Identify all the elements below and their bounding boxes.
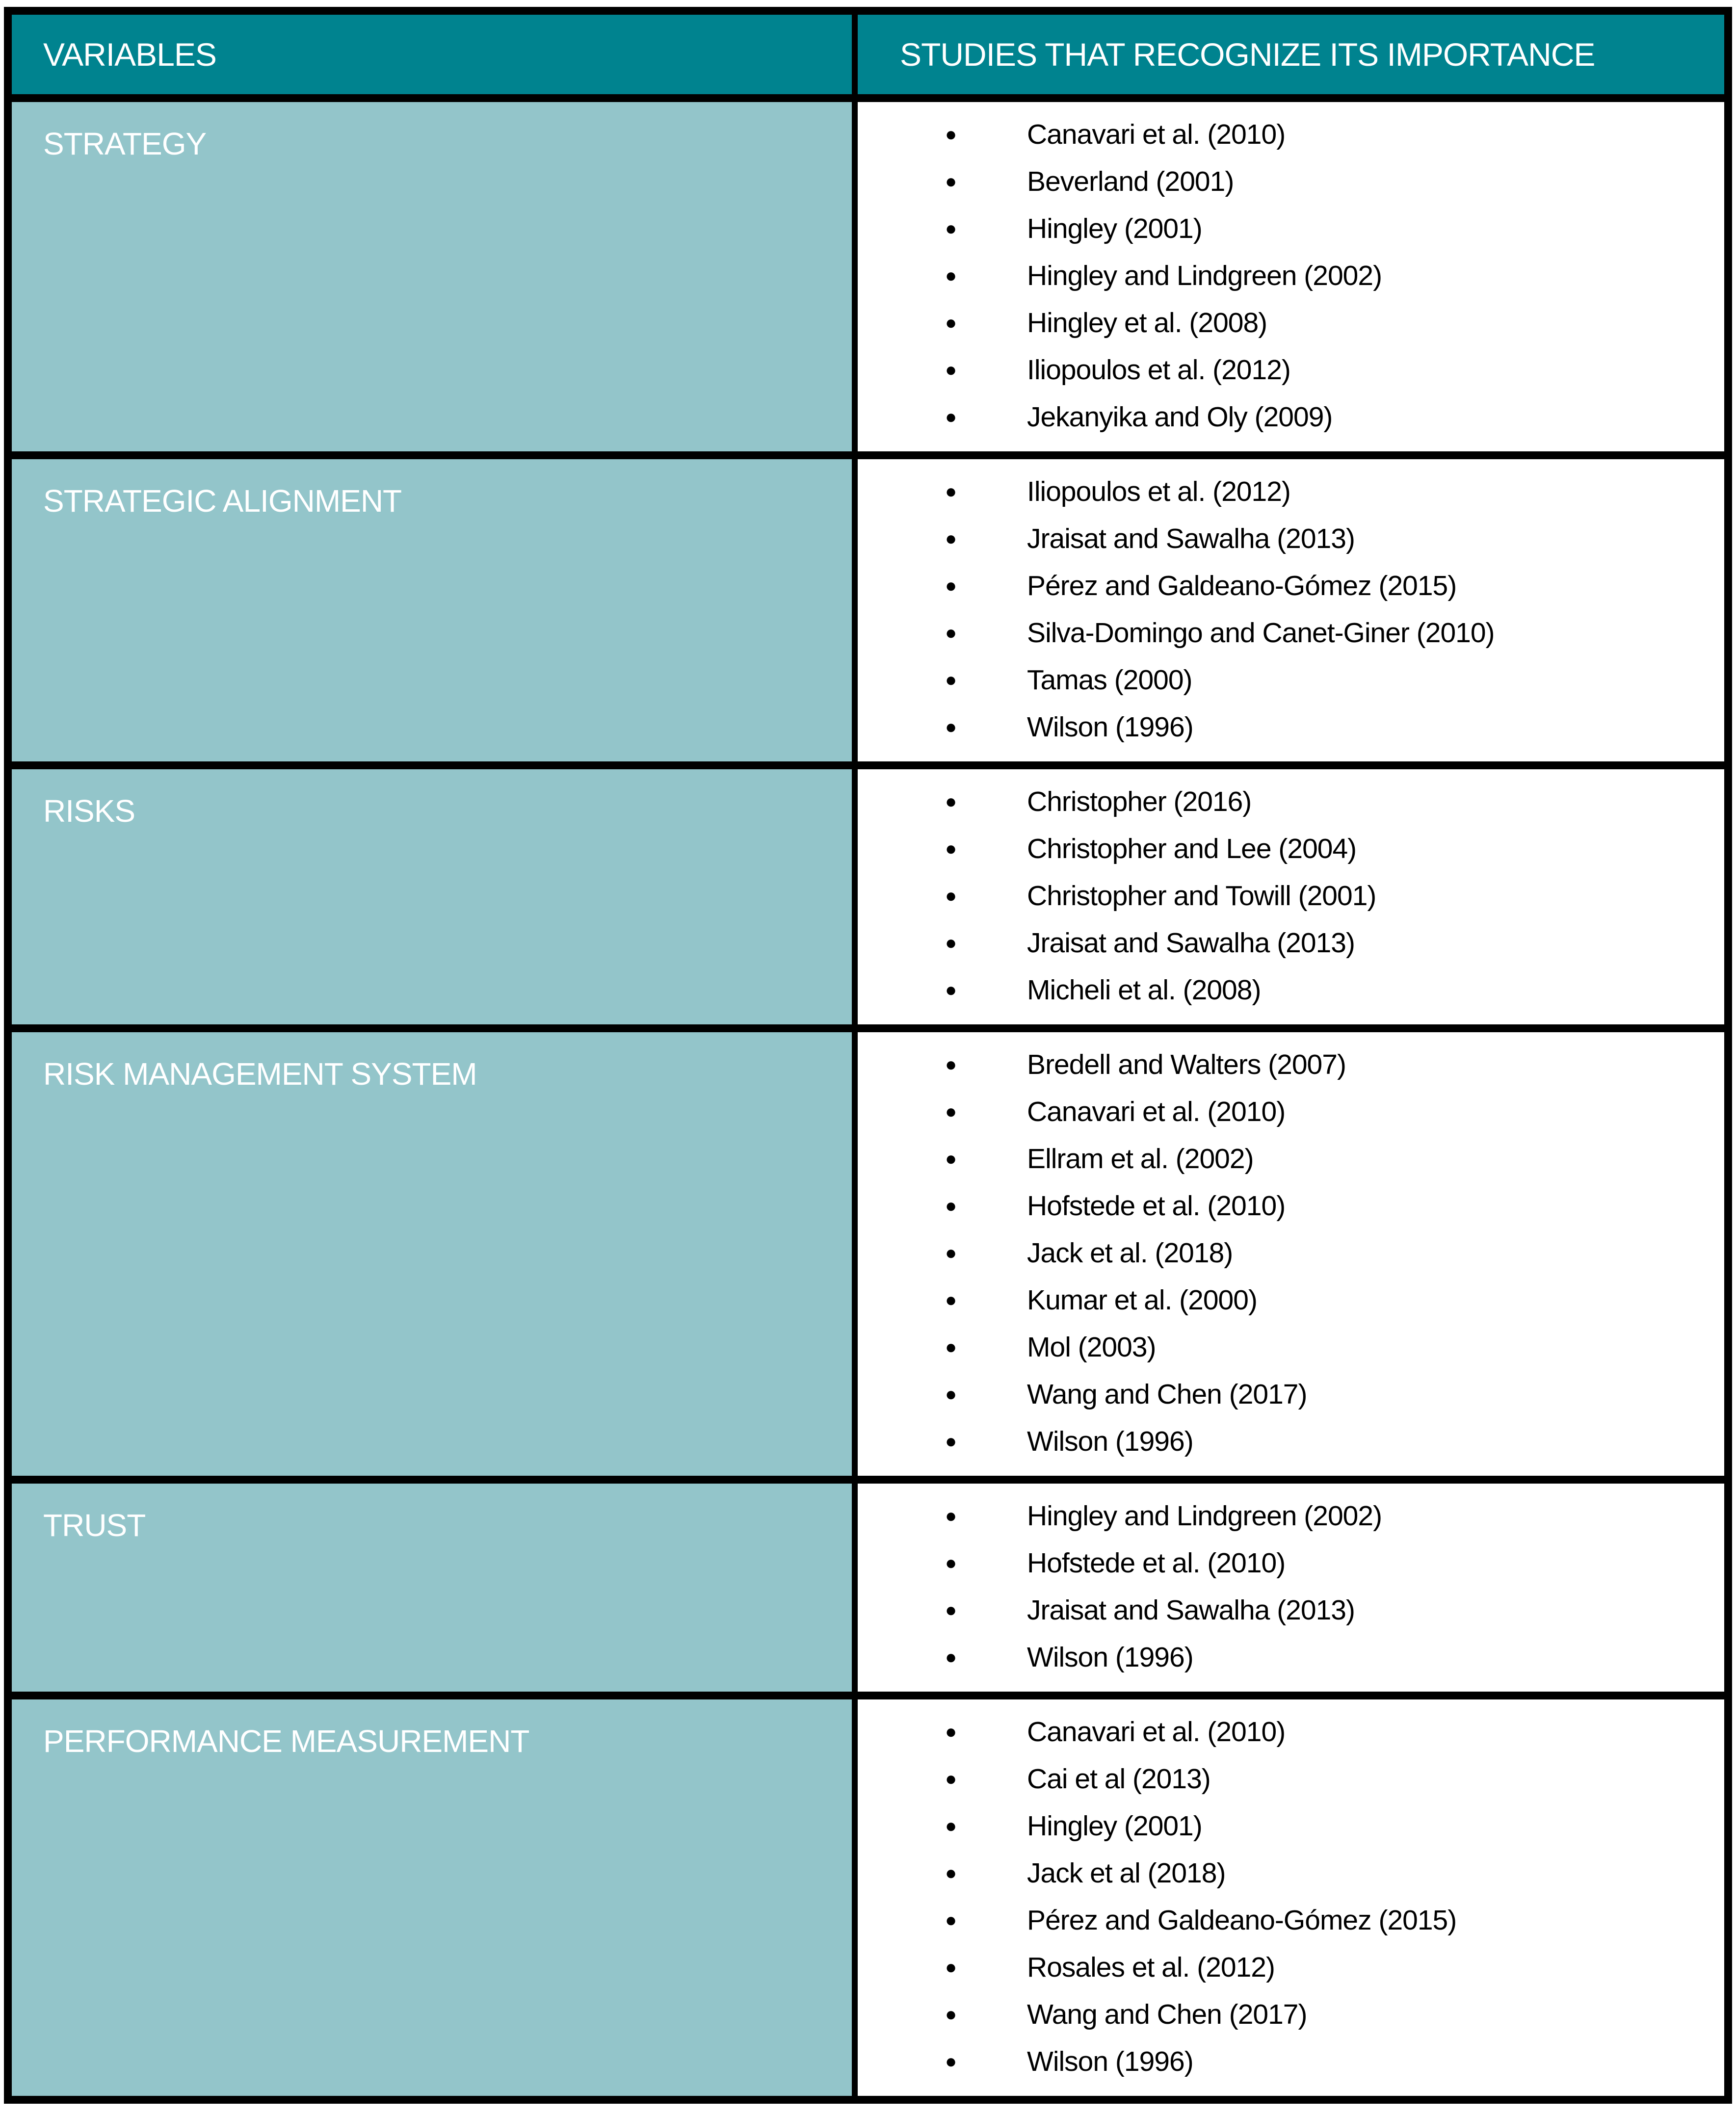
study-item: Hingley (2001) [858,205,1714,252]
literature-table: VARIABLES STUDIES THAT RECOGNIZE ITS IMP… [4,7,1732,2104]
study-item: Bredell and Walters (2007) [858,1041,1714,1088]
study-item: Beverland (2001) [858,158,1714,205]
study-item: Christopher and Lee (2004) [858,825,1714,872]
study-item: Ellram et al. (2002) [858,1135,1714,1182]
table-row-trust: TRUST Hingley and Lindgreen (2002) Hofst… [12,1476,1724,1692]
study-item: Hingley and Lindgreen (2002) [858,252,1714,299]
variable-cell: RISK MANAGEMENT SYSTEM [12,1032,858,1476]
variable-label: RISKS [43,793,135,829]
variable-cell: STRATEGY [12,102,858,451]
table-row-strategy: STRATEGY Canavari et al. (2010) Beverlan… [12,94,1724,451]
study-item: Pérez and Galdeano-Gómez (2015) [858,562,1714,609]
table-row-risk-management-system: RISK MANAGEMENT SYSTEM Bredell and Walte… [12,1024,1724,1476]
header-cell-variables: VARIABLES [12,15,858,94]
study-item: Tamas (2000) [858,656,1714,704]
study-item: Hofstede et al. (2010) [858,1182,1714,1229]
study-item: Rosales et al. (2012) [858,1944,1714,1991]
variable-label: PERFORMANCE MEASUREMENT [43,1723,529,1759]
studies-list: Iliopoulos et al. (2012) Jraisat and Saw… [858,459,1724,761]
studies-cell: Hingley and Lindgreen (2002) Hofstede et… [858,1484,1724,1692]
variable-label: STRATEGIC ALIGNMENT [43,483,402,519]
studies-cell: Canavari et al. (2010) Beverland (2001) … [858,102,1724,451]
study-item: Jraisat and Sawalha (2013) [858,919,1714,966]
study-item: Jekanyika and Oly (2009) [858,393,1714,441]
column-header-variables: VARIABLES [43,36,217,73]
studies-list: Christopher (2016) Christopher and Lee (… [858,769,1724,1024]
study-item: Canavari et al. (2010) [858,1708,1714,1755]
variable-cell: RISKS [12,769,858,1024]
study-item: Hingley (2001) [858,1802,1714,1850]
study-item: Jack et al (2018) [858,1850,1714,1897]
study-item: Hingley et al. (2008) [858,299,1714,346]
study-item: Wilson (1996) [858,1418,1714,1465]
studies-list: Bredell and Walters (2007) Canavari et a… [858,1032,1724,1476]
study-item: Jraisat and Sawalha (2013) [858,1587,1714,1634]
studies-list: Hingley and Lindgreen (2002) Hofstede et… [858,1484,1724,1692]
studies-cell: Bredell and Walters (2007) Canavari et a… [858,1032,1724,1476]
variable-label: STRATEGY [43,126,207,161]
variable-cell: STRATEGIC ALIGNMENT [12,459,858,761]
study-item: Iliopoulos et al. (2012) [858,468,1714,515]
study-item: Iliopoulos et al. (2012) [858,346,1714,393]
study-item: Jraisat and Sawalha (2013) [858,515,1714,562]
variable-label: RISK MANAGEMENT SYSTEM [43,1056,477,1092]
study-item: Canavari et al. (2010) [858,111,1714,158]
study-item: Micheli et al. (2008) [858,966,1714,1014]
variable-cell: PERFORMANCE MEASUREMENT [12,1699,858,2096]
study-item: Canavari et al. (2010) [858,1088,1714,1135]
table-row-risks: RISKS Christopher (2016) Christopher and… [12,761,1724,1024]
study-item: Hofstede et al. (2010) [858,1540,1714,1587]
study-item: Wang and Chen (2017) [858,1371,1714,1418]
study-item: Jack et al. (2018) [858,1229,1714,1277]
table-header-row: VARIABLES STUDIES THAT RECOGNIZE ITS IMP… [12,15,1724,94]
table-row-performance-measurement: PERFORMANCE MEASUREMENT Canavari et al. … [12,1692,1724,2096]
study-item: Wilson (1996) [858,2038,1714,2085]
studies-cell: Iliopoulos et al. (2012) Jraisat and Saw… [858,459,1724,761]
study-item: Silva-Domingo and Canet-Giner (2010) [858,609,1714,656]
study-item: Wilson (1996) [858,704,1714,751]
study-item: Mol (2003) [858,1324,1714,1371]
study-item: Wang and Chen (2017) [858,1991,1714,2038]
studies-list: Canavari et al. (2010) Beverland (2001) … [858,102,1724,451]
column-header-studies: STUDIES THAT RECOGNIZE ITS IMPORTANCE [900,36,1595,73]
variable-label: TRUST [43,1508,146,1543]
header-cell-studies: STUDIES THAT RECOGNIZE ITS IMPORTANCE [858,15,1724,94]
studies-cell: Christopher (2016) Christopher and Lee (… [858,769,1724,1024]
variable-cell: TRUST [12,1484,858,1692]
studies-list: Canavari et al. (2010) Cai et al (2013) … [858,1699,1724,2096]
study-item: Pérez and Galdeano-Gómez (2015) [858,1897,1714,1944]
study-item: Christopher (2016) [858,778,1714,825]
study-item: Christopher and Towill (2001) [858,872,1714,919]
study-item: Kumar et al. (2000) [858,1277,1714,1324]
studies-cell: Canavari et al. (2010) Cai et al (2013) … [858,1699,1724,2096]
study-item: Wilson (1996) [858,1634,1714,1681]
study-item: Cai et al (2013) [858,1755,1714,1802]
table-row-strategic-alignment: STRATEGIC ALIGNMENT Iliopoulos et al. (2… [12,451,1724,761]
study-item: Hingley and Lindgreen (2002) [858,1492,1714,1540]
